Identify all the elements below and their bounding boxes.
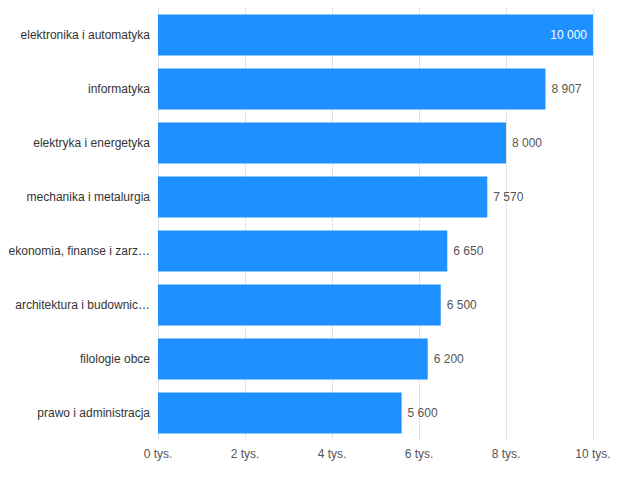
svg-text:6 500: 6 500	[447, 298, 477, 312]
svg-text:8 000: 8 000	[512, 136, 542, 150]
svg-text:8 907: 8 907	[551, 82, 581, 96]
svg-text:elektronika i automatyka: elektronika i automatyka	[21, 28, 151, 42]
svg-text:4 tys.: 4 tys.	[318, 447, 347, 461]
svg-text:5 600: 5 600	[408, 406, 438, 420]
svg-text:10 000: 10 000	[550, 28, 587, 42]
svg-text:7 570: 7 570	[493, 190, 523, 204]
svg-text:mechanika i metalurgia: mechanika i metalurgia	[27, 190, 151, 204]
svg-text:informatyka: informatyka	[88, 82, 150, 96]
svg-text:architektura i budownic…: architektura i budownic…	[15, 298, 150, 312]
svg-text:6 650: 6 650	[453, 244, 483, 258]
svg-text:6 tys.: 6 tys.	[405, 447, 434, 461]
svg-text:filologie obce: filologie obce	[80, 352, 150, 366]
svg-text:elektryka i energetyka: elektryka i energetyka	[33, 136, 150, 150]
svg-text:0 tys.: 0 tys.	[144, 447, 173, 461]
svg-text:2 tys.: 2 tys.	[231, 447, 260, 461]
svg-text:8 tys.: 8 tys.	[492, 447, 521, 461]
svg-text:ekonomia, finanse i zarz…: ekonomia, finanse i zarz…	[9, 244, 150, 258]
svg-text:6 200: 6 200	[434, 352, 464, 366]
svg-text:10 tys.: 10 tys.	[575, 447, 610, 461]
svg-text:prawo i administracja: prawo i administracja	[37, 406, 150, 420]
